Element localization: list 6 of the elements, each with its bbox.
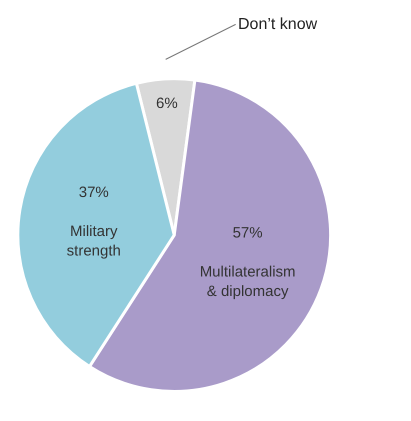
- data-label: 6%: [156, 95, 178, 112]
- slice-label: Military strength: [66, 222, 121, 260]
- data-label: 37%: [78, 184, 109, 201]
- slice-label: Don’t know: [238, 16, 318, 33]
- data-label: 57%: [232, 224, 263, 242]
- slice-label: Multilateralism & diplomacy: [200, 263, 296, 300]
